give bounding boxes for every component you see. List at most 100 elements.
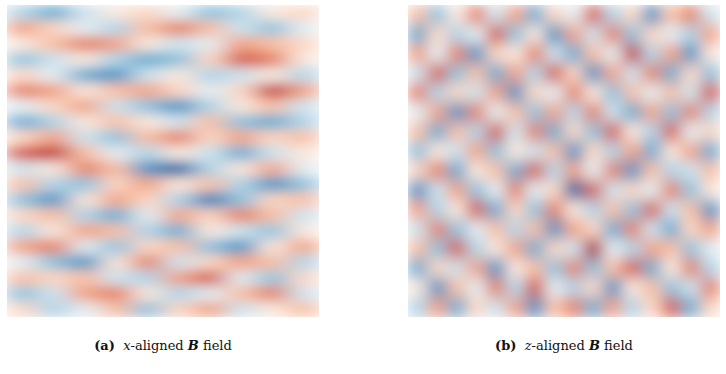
cell [69,83,101,99]
cell [69,5,101,21]
cell [194,255,226,271]
cell [525,5,545,25]
cell [564,103,584,123]
cell [101,239,133,255]
cell [225,239,257,255]
cell [408,25,428,45]
cell [486,200,506,220]
cell [7,145,39,161]
cell [662,122,682,142]
cell [584,83,604,103]
cell [288,270,319,286]
cell [132,239,164,255]
cell [101,286,133,302]
cell [506,239,526,259]
cell [132,36,164,52]
cell [623,200,643,220]
cell [545,161,565,181]
cell [584,278,604,298]
cell [545,220,565,240]
cell [486,5,506,25]
cell [642,5,662,25]
cell [486,25,506,45]
panel-caption: (a) x-aligned B field [94,338,232,353]
cell [506,220,526,240]
cell [163,99,195,115]
cell [257,114,289,130]
cell [225,270,257,286]
cell [194,83,226,99]
cell [288,130,319,146]
cell [486,83,506,103]
cell [642,220,662,240]
cell [132,130,164,146]
cell [288,145,319,161]
cell [623,278,643,298]
cell [525,44,545,64]
cell [642,44,662,64]
cell [506,278,526,298]
cell [603,259,623,279]
cell [564,220,584,240]
cell [38,270,70,286]
cell [486,239,506,259]
cell [194,208,226,224]
cell [525,298,545,318]
cell [288,83,319,99]
cell [662,142,682,162]
cell [288,208,319,224]
cell [101,177,133,193]
cell [69,177,101,193]
cell [564,239,584,259]
cell [132,114,164,130]
caption-part: -aligned [532,338,589,353]
cell [101,208,133,224]
cell [38,177,70,193]
cell [225,5,257,21]
cell [7,192,39,208]
cell [194,5,226,21]
cell [288,177,319,193]
cell [288,21,319,37]
cell [447,122,467,142]
cell [194,114,226,130]
cell [623,298,643,318]
cell [545,5,565,25]
cell [163,67,195,83]
panel-caption: (b) z-aligned B field [495,338,633,353]
cell [38,301,70,317]
cell [7,130,39,146]
cell [257,286,289,302]
cell [288,99,319,115]
cell [225,286,257,302]
cell [525,142,545,162]
cell [132,83,164,99]
caption-part: -aligned [131,338,188,353]
cell [681,44,701,64]
cell [584,103,604,123]
cell [225,83,257,99]
cell [69,36,101,52]
cell [225,99,257,115]
cell [194,223,226,239]
cell [194,177,226,193]
cell [408,44,428,64]
cell [257,52,289,68]
cell [194,145,226,161]
cell [506,259,526,279]
cell [7,21,39,37]
cell [662,181,682,201]
cell [467,122,487,142]
cell [225,52,257,68]
cell [225,208,257,224]
cell [486,142,506,162]
cell [69,286,101,302]
cell [257,5,289,21]
cell [408,278,428,298]
cell [132,286,164,302]
cell [428,278,448,298]
cell [225,21,257,37]
cell [69,21,101,37]
cell [506,142,526,162]
cell [506,181,526,201]
